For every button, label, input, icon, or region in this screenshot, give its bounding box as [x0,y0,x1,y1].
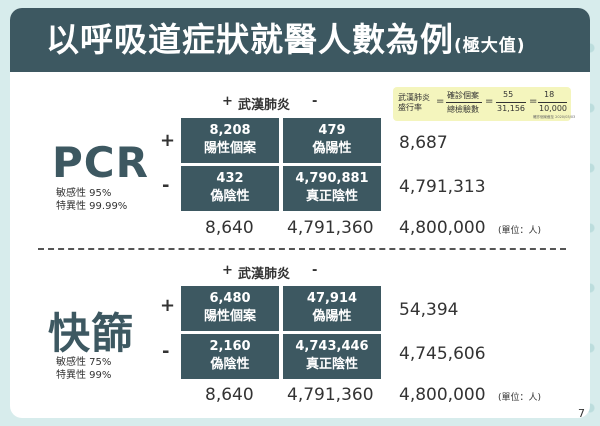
rapid-title: 快篩 [48,309,135,358]
rapid-false-positive-cell: 47,914 偽陽性 [283,286,381,331]
rapid-fp-value: 47,914 [306,291,358,306]
pcr-unit: (單位：人) [498,226,542,236]
page-title: 以呼吸道症狀就醫人數為例(極大值) [46,20,526,66]
formula-frac1-numerator: 確診個案 [447,91,479,100]
formula-note: 確診個案截至 2020/03/03 [533,115,576,119]
pcr-tp-label: 陽性個案 [203,141,256,156]
section-divider [38,248,566,250]
title-banner: 以呼吸道症狀就醫人數為例(極大值) [10,8,590,72]
formula-frac2-line [496,102,526,103]
pcr-row-plus: + [160,130,176,151]
title-sub: (極大值) [454,36,526,56]
formula-equals-1: = [436,96,445,107]
rapid-col-plus: + [222,263,233,278]
formula-frac3-numerator: 18 [544,90,555,99]
pcr-row-total-negative: 4,791,313 [399,177,486,197]
rapid-tn-label: 真正陰性 [305,357,358,372]
rapid-unit: (單位：人) [498,393,542,403]
pcr-fp-value: 479 [318,123,346,138]
pcr-row-minus: - [162,175,170,196]
pcr-col-label: 武漢肺炎 [238,98,291,113]
formula-frac3-line [538,102,567,103]
rapid-row-plus: + [160,295,176,316]
formula-frac3-denominator: 10,000 [539,104,567,113]
pcr-col-minus: - [312,94,318,109]
pcr-true-positive-cell: 8,208 陽性個案 [181,118,279,163]
pcr-col-plus: + [222,94,233,109]
formula-equals-3: = [529,96,538,107]
pcr-false-positive-cell: 479 偽陽性 [283,118,381,163]
formula-label-2: 盛行率 [398,103,422,112]
rapid-grand-total: 4,800,000 [399,385,486,405]
pcr-false-negative-cell: 432 偽陰性 [181,166,279,211]
title-main: 以呼吸道症狀就醫人數為例 [46,20,454,59]
formula-label-1: 武漢肺炎 [398,93,430,102]
pcr-row-total-positive: 8,687 [399,133,448,153]
pcr-fn-label: 偽陰性 [210,189,250,204]
formula-frac1-line [446,102,482,103]
formula-frac1-denominator: 總檢驗數 [447,105,479,114]
rapid-fp-label: 偽陽性 [312,309,352,324]
rapid-col-label: 武漢肺炎 [238,267,291,282]
rapid-tp-label: 陽性個案 [203,309,256,324]
rapid-specificity: 特異性 99% [56,370,112,381]
pcr-true-negative-cell: 4,790,881 真正陰性 [283,166,381,211]
rapid-true-positive-cell: 6,480 陽性個案 [181,286,279,331]
rapid-col-total-negative: 4,791,360 [287,385,374,405]
pcr-title: PCR [52,138,149,187]
rapid-row-total-positive: 54,394 [399,300,459,320]
rapid-sensitivity: 敏感性 75% [56,357,112,368]
pcr-tn-label: 真正陰性 [305,189,358,204]
page-number: 7 [578,407,585,420]
pcr-fn-value: 432 [216,171,244,186]
pcr-tn-value: 4,790,881 [295,171,369,186]
pcr-tp-value: 8,208 [209,123,251,138]
rapid-col-total-positive: 8,640 [205,385,254,405]
pcr-sensitivity: 敏感性 95% [56,188,112,199]
pcr-col-total-positive: 8,640 [205,218,254,238]
prevalence-formula-box: 武漢肺炎 盛行率 = 確診個案 總檢驗數 = 55 31,156 = 18 10… [393,87,575,121]
rapid-row-minus: - [162,341,170,362]
pcr-grand-total: 4,800,000 [399,218,486,238]
formula-equals-2: = [485,96,494,107]
rapid-row-total-negative: 4,745,606 [399,344,486,364]
rapid-tp-value: 6,480 [209,291,251,306]
rapid-false-negative-cell: 2,160 偽陰性 [181,334,279,379]
formula-frac2-numerator: 55 [503,90,514,99]
rapid-fn-value: 2,160 [209,339,251,354]
pcr-specificity: 特異性 99.99% [56,201,128,212]
pcr-fp-label: 偽陽性 [312,141,352,156]
rapid-col-minus: - [312,263,318,278]
rapid-tn-value: 4,743,446 [295,339,369,354]
rapid-fn-label: 偽陰性 [210,357,250,372]
formula-frac2-denominator: 31,156 [497,104,525,113]
pcr-col-total-negative: 4,791,360 [287,218,374,238]
rapid-true-negative-cell: 4,743,446 真正陰性 [283,334,381,379]
